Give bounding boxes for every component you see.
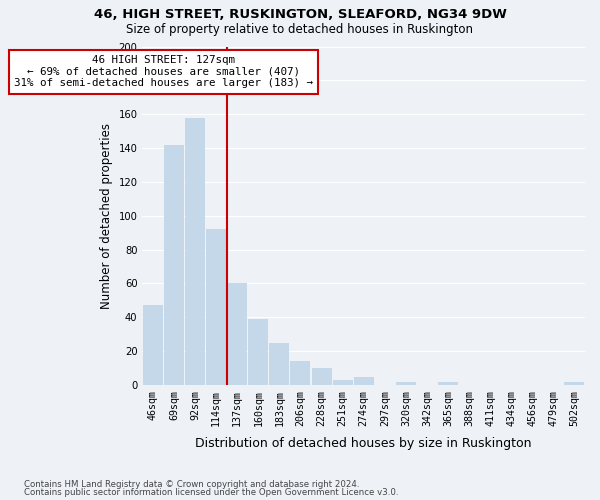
Bar [438,382,458,385]
Bar [290,362,310,385]
Bar [164,144,184,385]
Bar [269,342,289,385]
Bar [248,319,268,385]
Bar [206,230,226,385]
Y-axis label: Number of detached properties: Number of detached properties [100,123,113,309]
Bar [396,382,416,385]
Bar [332,380,353,385]
Text: Contains HM Land Registry data © Crown copyright and database right 2024.: Contains HM Land Registry data © Crown c… [24,480,359,489]
Bar [227,284,247,385]
Text: Contains public sector information licensed under the Open Government Licence v3: Contains public sector information licen… [24,488,398,497]
X-axis label: Distribution of detached houses by size in Ruskington: Distribution of detached houses by size … [196,437,532,450]
Bar [353,376,374,385]
Bar [311,368,332,385]
Text: 46, HIGH STREET, RUSKINGTON, SLEAFORD, NG34 9DW: 46, HIGH STREET, RUSKINGTON, SLEAFORD, N… [94,8,506,20]
Text: 46 HIGH STREET: 127sqm
← 69% of detached houses are smaller (407)
31% of semi-de: 46 HIGH STREET: 127sqm ← 69% of detached… [14,55,313,88]
Bar [185,118,205,385]
Bar [565,382,584,385]
Text: Size of property relative to detached houses in Ruskington: Size of property relative to detached ho… [127,22,473,36]
Bar [143,306,163,385]
